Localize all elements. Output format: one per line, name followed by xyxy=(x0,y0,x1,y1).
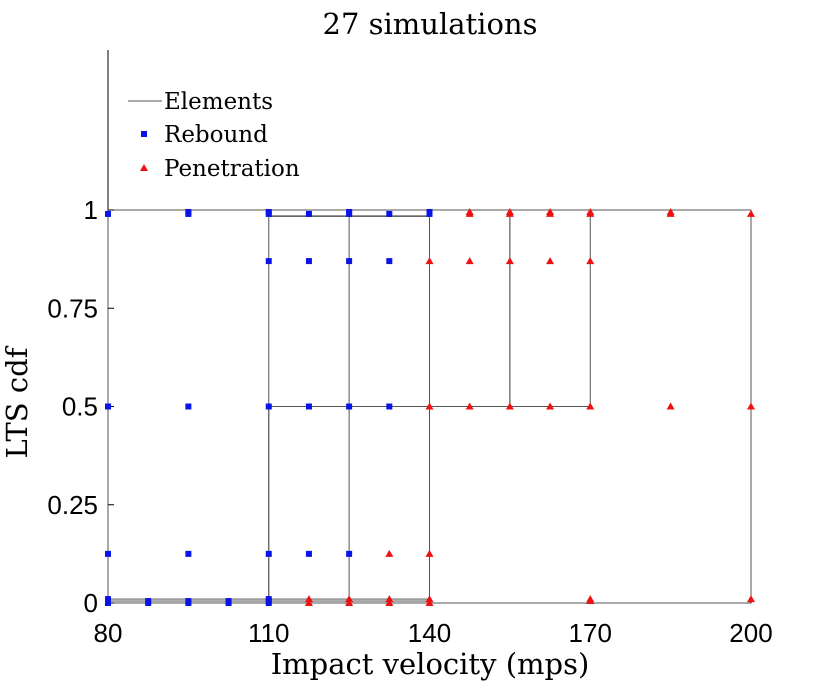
penetration-point-11 xyxy=(425,257,434,265)
y-tick-label-0: 0 xyxy=(84,588,98,618)
element-rect-2 xyxy=(268,406,350,604)
x-axis-label: Impact velocity (mps) xyxy=(271,647,590,681)
element-rect-3 xyxy=(348,209,430,407)
rebound-point-3 xyxy=(105,550,111,557)
penetration-point-19 xyxy=(505,207,514,215)
y-tick-label-2: 0.5 xyxy=(62,392,98,422)
penetration-point-4 xyxy=(385,599,394,606)
x-tick-label-2: 140 xyxy=(408,618,451,648)
penetration-point-8 xyxy=(425,595,434,603)
penetration-point-20 xyxy=(546,402,555,410)
penetration-point-3 xyxy=(345,595,354,603)
legend-penetration-label: Penetration xyxy=(164,156,300,182)
rebound-point-21 xyxy=(265,258,272,265)
y-axis-label: LTS cdf xyxy=(0,345,34,458)
rebound-point-9 xyxy=(185,598,192,605)
rebound-point-37 xyxy=(426,208,433,215)
x-tick-label-1: 110 xyxy=(248,618,289,648)
rebound-point-2 xyxy=(105,596,111,603)
legend-penetration-marker xyxy=(140,164,148,171)
rebound-point-30 xyxy=(346,258,353,265)
penetration-point-0 xyxy=(304,599,313,606)
penetration-point-25 xyxy=(586,595,595,603)
penetration-point-5 xyxy=(385,595,394,603)
penetration-point-6 xyxy=(385,549,394,557)
rebound-point-7 xyxy=(145,598,152,605)
penetration-point-16 xyxy=(505,402,514,410)
x-tick-label-0: 80 xyxy=(94,618,123,648)
penetration-point-17 xyxy=(505,257,514,265)
penetration-point-29 xyxy=(586,207,595,215)
rebound-point-25 xyxy=(305,403,312,410)
rebound-point-34 xyxy=(386,258,393,265)
rebound-point-5 xyxy=(105,210,111,217)
rebound-point-20 xyxy=(265,403,272,410)
rebound-point-24 xyxy=(305,550,312,557)
rebound-point-27 xyxy=(305,210,312,217)
penetration-point-30 xyxy=(666,402,675,410)
penetration-point-9 xyxy=(425,549,434,557)
element-rect-4 xyxy=(429,209,511,407)
rebound-point-29 xyxy=(346,403,353,410)
chart-legend: Elements Rebound Penetration xyxy=(128,89,300,182)
penetration-point-27 xyxy=(586,257,595,265)
penetration-point-32 xyxy=(666,207,675,215)
rebound-point-26 xyxy=(305,258,312,265)
rebound-point-28 xyxy=(346,550,353,557)
x-tick-label-4: 200 xyxy=(729,618,772,648)
markers-layer xyxy=(105,207,755,606)
penetration-point-2 xyxy=(345,599,354,606)
rebound-point-32 xyxy=(346,208,353,215)
penetration-point-15 xyxy=(465,207,474,215)
penetration-point-23 xyxy=(546,207,555,215)
legend-rebound-label: Rebound xyxy=(164,122,268,148)
x-tick-label-3: 170 xyxy=(569,618,612,648)
rebound-point-4 xyxy=(105,403,111,410)
rebound-point-15 xyxy=(225,598,232,605)
penetration-point-21 xyxy=(546,257,555,265)
penetration-point-35 xyxy=(747,209,755,217)
rebound-point-33 xyxy=(386,403,393,410)
penetration-point-10 xyxy=(425,402,434,410)
rebound-point-35 xyxy=(386,210,393,217)
penetration-point-33 xyxy=(747,595,755,603)
element-rect-5 xyxy=(509,209,591,407)
legend-rebound-marker xyxy=(141,131,147,137)
rebound-point-13 xyxy=(185,208,192,215)
rebound-point-19 xyxy=(265,550,272,557)
penetration-point-26 xyxy=(586,402,595,410)
chart-title: 27 simulations xyxy=(323,7,538,41)
penetration-point-34 xyxy=(747,402,755,410)
legend-elements-label: Elements xyxy=(164,89,273,115)
rebound-point-11 xyxy=(185,403,192,410)
penetration-point-1 xyxy=(304,595,313,603)
rebound-point-23 xyxy=(265,208,272,215)
ticks-layer: 80 110 140 170 200 0 0.25 0.5 0.75 1 xyxy=(47,195,772,648)
y-tick-label-4: 1 xyxy=(84,195,98,225)
penetration-point-7 xyxy=(425,599,434,606)
penetration-point-13 xyxy=(465,257,474,265)
penetration-point-12 xyxy=(465,402,474,410)
y-tick-label-1: 0.25 xyxy=(47,490,98,520)
rebound-point-10 xyxy=(185,550,192,557)
rebound-point-18 xyxy=(265,596,272,603)
y-tick-label-3: 0.75 xyxy=(47,293,98,323)
